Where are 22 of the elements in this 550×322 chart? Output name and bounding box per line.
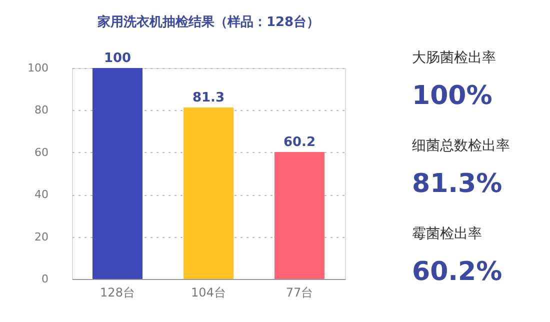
text: 60.2%	[412, 257, 502, 287]
x-tick-label: 77台	[286, 286, 314, 300]
data-label: 100	[104, 51, 132, 66]
x-tick-label: 128台	[100, 286, 135, 300]
y-tick-label: 100	[28, 62, 48, 74]
text: 细菌总数检出率	[412, 138, 510, 154]
y-tick-label: 60	[34, 146, 48, 159]
bar	[274, 152, 324, 279]
text: 霉菌检出率	[412, 226, 482, 242]
chart-title: 家用洗衣机抽检结果（样品：128台）	[96, 14, 320, 30]
y-tick-label: 40	[34, 188, 48, 202]
data-label: 60.2	[283, 134, 316, 150]
bar	[184, 107, 234, 279]
text: 100%	[412, 81, 492, 111]
y-tick-label: 20	[34, 230, 48, 244]
y-tick-label: 0	[42, 272, 48, 286]
y-tick-label: 80	[34, 104, 48, 117]
text: 81.3%	[412, 169, 502, 199]
x-tick-label: 104台	[191, 286, 226, 300]
data-label: 81.3	[192, 90, 225, 106]
text: 大肠菌检出率	[412, 50, 496, 66]
bar	[92, 68, 142, 279]
